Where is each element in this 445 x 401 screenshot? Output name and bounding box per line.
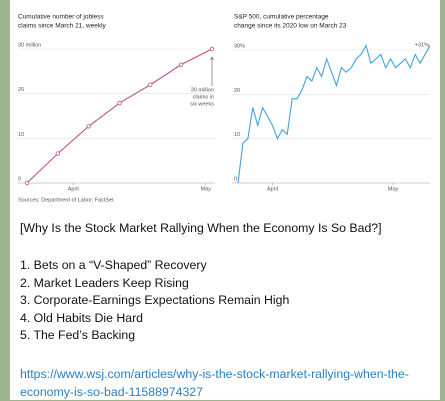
y-tick-label: 20 [234, 88, 240, 94]
data-point [86, 124, 91, 129]
chart-title: S&P 500, cumulative percentage [234, 14, 329, 21]
chart-title: change since its 2020 low on March 23 [234, 23, 347, 30]
x-tick-label: May [201, 186, 212, 192]
y-tick-label: 0 [18, 176, 21, 182]
article-link[interactable]: https://www.wsj.com/articles/why-is-the-… [20, 367, 409, 399]
y-tick-label: 30 million [18, 42, 41, 48]
data-point [148, 82, 153, 87]
source-note: Sources: Department of Labor; FactSet [18, 197, 114, 203]
data-point [209, 46, 215, 52]
article-title: [Why Is the Stock Market Rallying When t… [20, 221, 382, 235]
annotation: six weeks [190, 101, 214, 107]
image-background [10, 8, 440, 208]
y-tick-label: 30% [234, 43, 245, 49]
arrow-head [210, 56, 214, 61]
chart-image: Cumulative number of jobless claims since… [10, 8, 440, 208]
annotation: claims in [193, 94, 214, 100]
chart-title: claims since March 21, weekly [18, 23, 107, 30]
y-tick-label: 10 [234, 132, 240, 138]
x-tick-label: April [68, 186, 79, 192]
annotation: 30 million [191, 87, 214, 93]
chart-title: Cumulative number of jobless [18, 14, 104, 21]
data-point [178, 62, 184, 67]
data-point [117, 100, 122, 106]
list-item: 2. Market Leaders Keep Rising [20, 275, 189, 290]
list-item: 4. Old Habits Die Hard [20, 310, 144, 325]
y-tick-label: 10 [18, 132, 24, 138]
annotation: +31% [415, 42, 429, 48]
list-item: 1. Bets on a “V-Shaped” Recovery [20, 258, 207, 272]
x-tick-label: May [388, 186, 399, 192]
data-line [237, 44, 431, 184]
list-item: 3. Corporate-Earnings Expectations Remai… [20, 293, 290, 308]
y-tick-label: 0 [234, 176, 237, 182]
y-tick-label: 20 [18, 87, 24, 93]
list-item: 5. The Fed’s Backing [20, 328, 136, 343]
data-point [24, 180, 30, 186]
x-tick-label: April [267, 186, 278, 192]
data-point [55, 151, 61, 156]
